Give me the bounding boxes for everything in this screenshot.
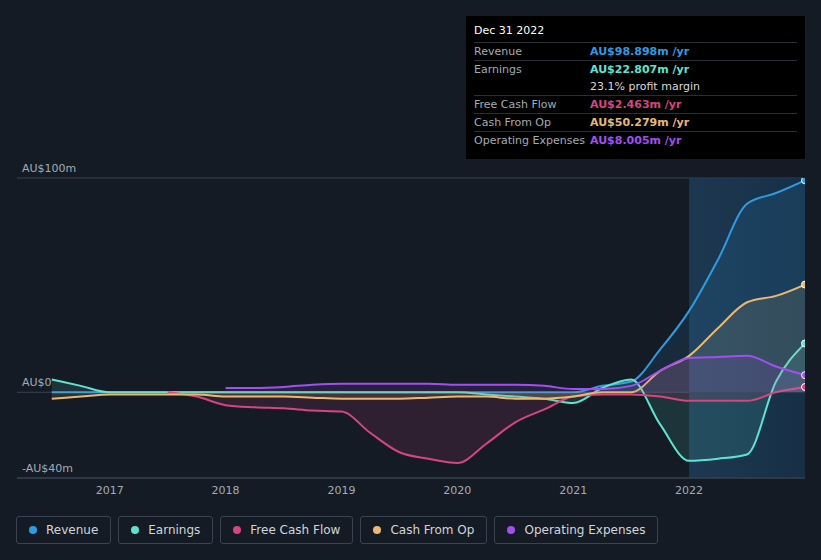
- html-text:AU$98.898m /yr: AU$98.898m /yr: [590, 45, 690, 58]
- html-text:Dec 31 2022: Dec 31 2022: [474, 24, 545, 37]
- svg-text:2019: 2019: [327, 484, 355, 497]
- svg-text:2022: 2022: [675, 484, 703, 497]
- html-text:AU$50.279m /yr: AU$50.279m /yr: [590, 116, 690, 129]
- html-text:Earnings: Earnings: [148, 523, 201, 537]
- html-text:AU$22.807m /yr: AU$22.807m /yr: [590, 63, 690, 76]
- html-text:Free Cash Flow: Free Cash Flow: [250, 523, 341, 537]
- svg-text:AU$0: AU$0: [22, 376, 52, 389]
- svg-text:2018: 2018: [212, 484, 240, 497]
- html-text:Earnings: Earnings: [474, 63, 522, 76]
- html-text:Free Cash Flow: Free Cash Flow: [474, 98, 557, 111]
- html-text:Cash From Op: Cash From Op: [390, 523, 475, 537]
- svg-text:2017: 2017: [96, 484, 124, 497]
- svg-text:2020: 2020: [443, 484, 471, 497]
- html-text:Operating Expenses: Operating Expenses: [474, 134, 585, 147]
- html-text:23.1% profit margin: 23.1% profit margin: [590, 80, 700, 93]
- html-text:Cash From Op: Cash From Op: [474, 116, 551, 129]
- html-text:AU$8.005m /yr: AU$8.005m /yr: [590, 134, 682, 147]
- html-text:Revenue: Revenue: [474, 45, 522, 58]
- svg-text:2021: 2021: [559, 484, 587, 497]
- html-text:AU$2.463m /yr: AU$2.463m /yr: [590, 98, 682, 111]
- svg-text:-AU$40m: -AU$40m: [22, 462, 73, 475]
- svg-text:AU$100m: AU$100m: [22, 162, 76, 175]
- html-text:Revenue: Revenue: [46, 523, 99, 537]
- html-text:Operating Expenses: Operating Expenses: [524, 523, 646, 537]
